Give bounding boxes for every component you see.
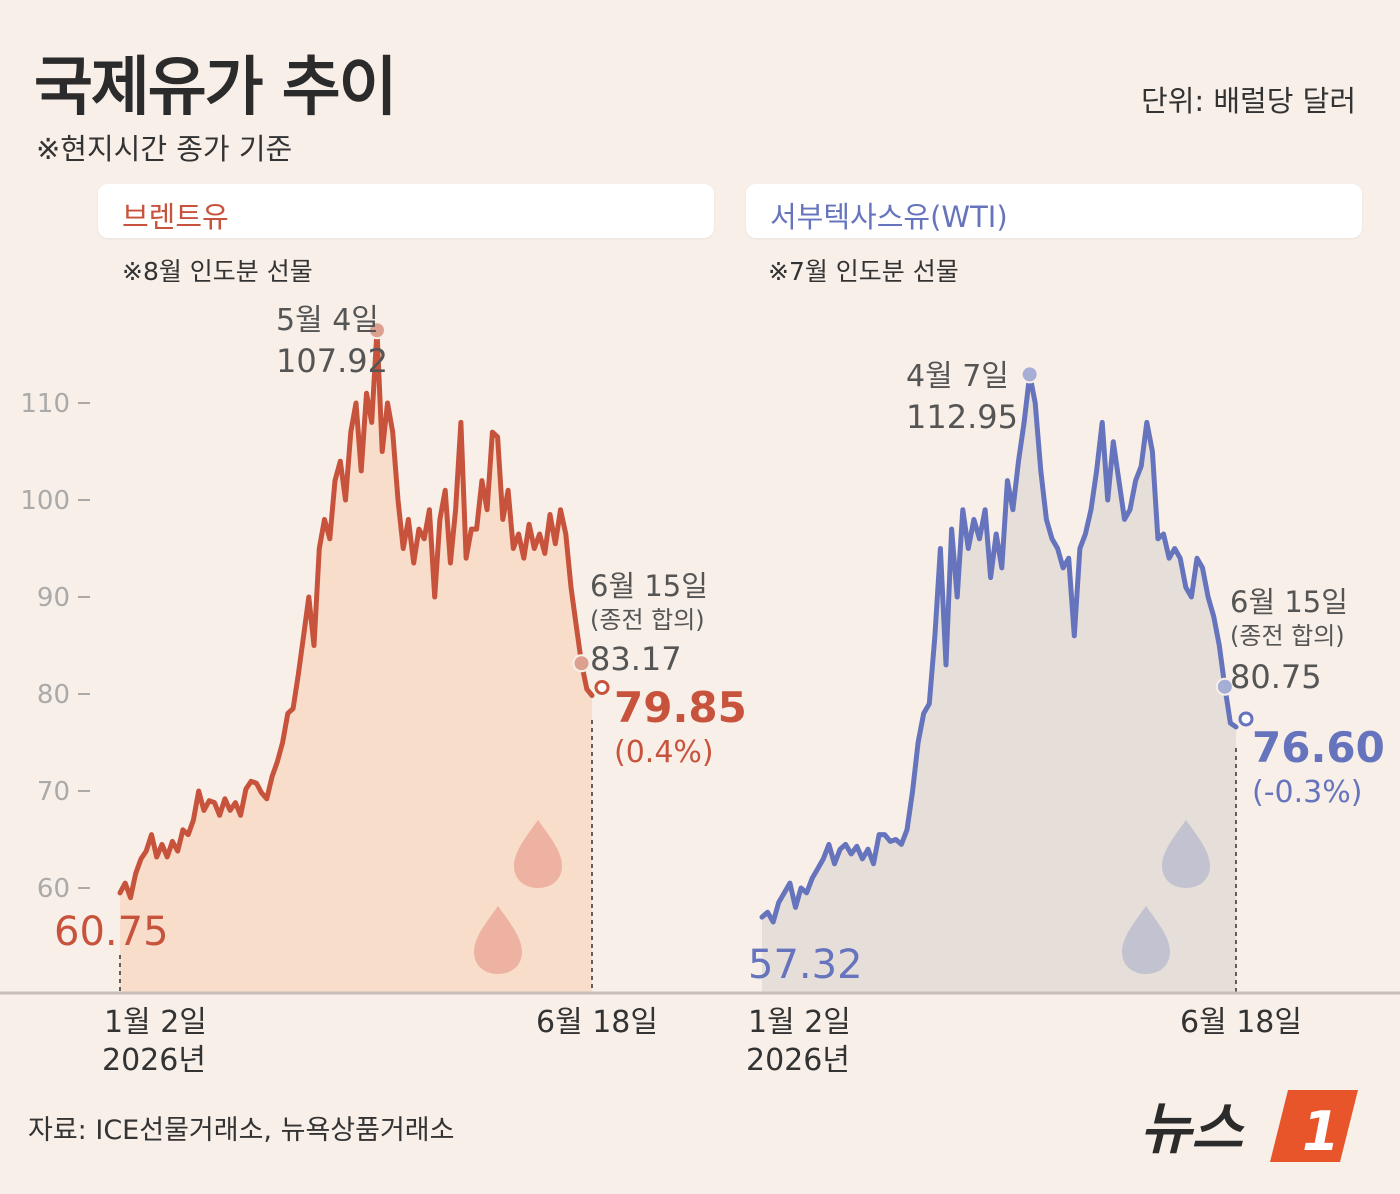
wti-title: 서부텍사스유(WTI) <box>770 200 1008 234</box>
wti-deal-sub: (종전 합의) <box>1230 622 1345 650</box>
brent-line <box>117 327 595 901</box>
brent-x-start-date: 1월 2일 <box>104 1005 207 1040</box>
drop-icon <box>1162 820 1210 888</box>
wti-note: ※7월 인도분 선물 <box>768 257 959 286</box>
drop-icon <box>474 906 522 974</box>
y-tick-label: 100 <box>20 486 70 516</box>
wti-last-marker <box>1238 711 1254 727</box>
brent-x-start-year: 2026년 <box>102 1043 206 1078</box>
drop-icon <box>514 820 562 888</box>
wti-last-value: 76.60 <box>1252 723 1385 772</box>
unit-label: 단위: 배럴당 달러 <box>1141 84 1356 118</box>
wti-area <box>762 374 1236 993</box>
y-tick-label: 60 <box>37 874 70 904</box>
wti-deal-value: 80.75 <box>1230 658 1322 696</box>
brent-drops <box>474 820 562 974</box>
news1-logo: 뉴스 1 <box>1140 1086 1360 1166</box>
brent-last-value: 79.85 <box>614 683 747 732</box>
wti-x-end-date: 6월 18일 <box>1180 1005 1302 1040</box>
wti-x-start-date: 1월 2일 <box>748 1005 851 1040</box>
wti-peak-value: 112.95 <box>906 398 1018 436</box>
wti-drops <box>1122 820 1210 974</box>
brent-deal-label: 6월 15일 <box>590 569 708 603</box>
wti-line <box>759 371 1239 925</box>
brent-chart: 60.75 5월 4일 107.92 6월 15일 (종전 합의) 83.17 … <box>54 303 747 993</box>
page-title: 국제유가 추이 <box>34 51 398 125</box>
page-subtitle: ※현지시간 종가 기준 <box>36 132 293 166</box>
logo-badge <box>1270 1090 1358 1162</box>
y-axis: 60 70 80 90 100 110 <box>20 389 90 904</box>
brent-x-end-date: 6월 18일 <box>536 1005 658 1040</box>
source-note: 자료: ICE선물거래소, 뉴욕상품거래소 <box>28 1115 455 1146</box>
brent-last-change: (0.4%) <box>614 735 714 770</box>
drop-icon <box>1122 906 1170 974</box>
logo-text: 뉴스 <box>1140 1097 1246 1162</box>
brent-peak-value: 107.92 <box>276 342 388 380</box>
brent-deal-marker <box>572 654 591 673</box>
y-tick-label: 110 <box>20 389 70 419</box>
wti-x-start-year: 2026년 <box>746 1043 850 1078</box>
wti-peak-label: 4월 7일 <box>906 359 1009 394</box>
y-tick-label: 80 <box>37 680 70 710</box>
brent-deal-sub: (종전 합의) <box>590 606 705 634</box>
wti-title-pill: 서부텍사스유(WTI) <box>746 184 1362 238</box>
brent-peak-label: 5월 4일 <box>276 303 379 338</box>
brent-start-value: 60.75 <box>54 909 169 955</box>
brent-title: 브렌트유 <box>122 200 229 234</box>
wti-deal-marker <box>1215 677 1234 696</box>
brent-peak-marker <box>367 321 386 340</box>
wti-last-change: (-0.3%) <box>1252 775 1362 810</box>
brent-last-marker <box>594 679 610 695</box>
wti-start-value: 57.32 <box>748 942 863 988</box>
brent-note: ※8월 인도분 선물 <box>122 257 313 286</box>
brent-title-pill: 브렌트유 <box>98 184 714 238</box>
wti-chart: 57.32 4월 7일 112.95 6월 15일 (종전 합의) 80.75 … <box>748 359 1385 993</box>
brent-area <box>120 330 592 993</box>
wti-deal-label: 6월 15일 <box>1230 585 1348 619</box>
wti-peak-marker <box>1020 365 1039 384</box>
y-tick-label: 90 <box>37 583 70 613</box>
y-tick-label: 70 <box>37 777 70 807</box>
logo-mark: 1 <box>1302 1100 1340 1163</box>
brent-deal-value: 83.17 <box>590 640 682 678</box>
